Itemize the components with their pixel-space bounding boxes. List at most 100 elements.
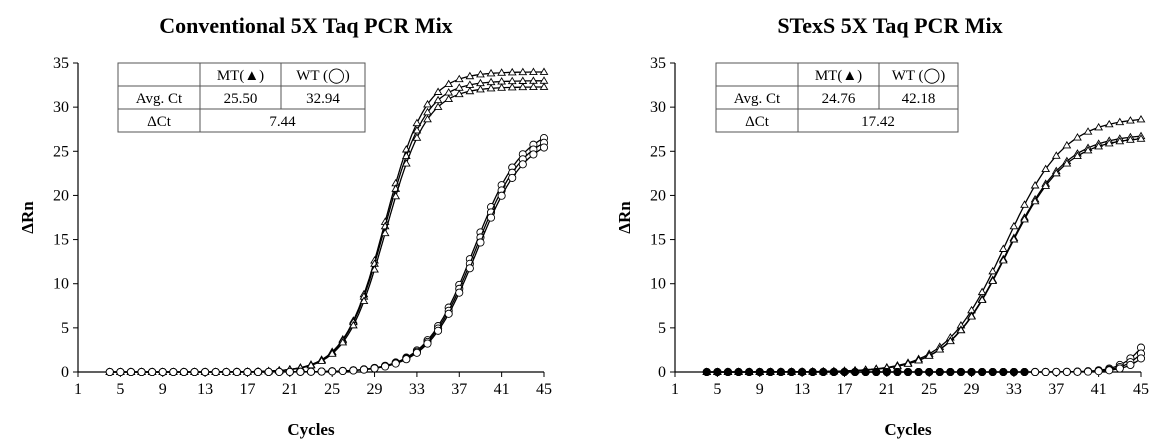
series-line [706, 135, 1142, 373]
table-row-label: Avg. Ct [136, 91, 183, 107]
data-point [338, 337, 348, 346]
data-point [787, 367, 796, 377]
data-point [507, 82, 517, 91]
data-point [1073, 133, 1082, 141]
data-point [1041, 367, 1050, 377]
data-point [1126, 116, 1135, 124]
data-point [998, 244, 1008, 252]
x-tick-label: 13 [794, 381, 810, 398]
data-point [1115, 364, 1124, 373]
data-point [539, 82, 549, 90]
table-cell-mt-ct: 25.50 [224, 91, 258, 107]
chart-conventional: Conventional 5X Taq PCR Mix0510152025303… [18, 13, 552, 439]
data-point [328, 367, 337, 376]
data-point [381, 362, 390, 371]
data-point [1051, 168, 1061, 177]
series-6 [105, 143, 549, 377]
data-point [190, 367, 199, 377]
data-point [1030, 180, 1040, 189]
data-point [412, 125, 422, 134]
data-point [956, 325, 966, 334]
table-cell-delta-ct: 17.42 [861, 114, 895, 130]
x-tick-label: 33 [409, 381, 425, 398]
data-point [956, 367, 966, 377]
data-point [988, 367, 997, 377]
data-point [893, 367, 902, 377]
x-tick-label: 41 [494, 381, 510, 398]
table-cell-wt-ct: 32.94 [306, 91, 340, 107]
data-point [1136, 134, 1146, 142]
data-point [1020, 214, 1029, 223]
data-point [925, 367, 934, 377]
data-point [1041, 164, 1051, 173]
chart-title: Conventional 5X Taq PCR Mix [159, 13, 452, 38]
data-point [507, 67, 517, 76]
data-point [349, 366, 358, 375]
data-point [819, 367, 828, 377]
ct-table: MT(▲) WT (◯) Avg. Ct 24.76 42.18 ΔCt 17.42 [715, 62, 959, 133]
x-tick-label: 17 [239, 381, 255, 398]
data-point [201, 367, 210, 377]
data-point [1009, 234, 1019, 243]
data-point [1126, 360, 1135, 370]
y-tick-label: 25 [53, 143, 69, 160]
data-point [798, 367, 807, 377]
data-point [1051, 151, 1061, 159]
data-point [211, 367, 220, 377]
x-tick-label: 37 [1048, 381, 1064, 398]
series-3 [702, 134, 1146, 375]
table-header-mt: MT(▲) [217, 68, 264, 84]
data-point [105, 367, 114, 377]
data-point [476, 69, 485, 78]
data-point [1104, 119, 1114, 128]
data-point [423, 99, 432, 108]
data-point [840, 367, 849, 377]
series-line [706, 138, 1142, 373]
series-5 [105, 138, 549, 377]
x-tick-label: 29 [367, 381, 383, 398]
series-line [109, 137, 545, 373]
data-point [872, 367, 881, 377]
data-point [1031, 367, 1040, 377]
data-point [1104, 138, 1114, 147]
data-point [454, 89, 464, 98]
y-tick-label: 20 [650, 187, 666, 204]
x-tick-label: 5 [713, 381, 721, 398]
data-point [518, 82, 528, 91]
data-point [1136, 114, 1146, 123]
data-point [977, 295, 987, 303]
data-point [359, 296, 369, 305]
data-point [486, 213, 496, 222]
data-point [903, 359, 913, 367]
data-point [296, 367, 305, 376]
data-point [412, 348, 421, 357]
data-point [755, 367, 764, 377]
data-point [391, 191, 401, 200]
data-point [1073, 151, 1082, 159]
data-point [444, 88, 454, 96]
data-point [1030, 196, 1040, 205]
series-line [109, 146, 545, 373]
data-point [808, 367, 817, 377]
data-point [455, 288, 464, 297]
chart-title: STexS 5X Taq PCR Mix [777, 13, 1002, 38]
x-tick-label: 25 [921, 381, 937, 398]
data-point [999, 367, 1008, 377]
data-point [497, 191, 506, 200]
data-point [518, 67, 528, 76]
ct-table: MT(▲) WT (◯) Avg. Ct 25.50 32.94 ΔCt 7.44 [117, 62, 366, 133]
data-point [539, 143, 549, 152]
y-tick-label: 5 [61, 320, 69, 337]
data-point [1052, 367, 1061, 377]
data-point [486, 83, 496, 92]
series-2 [702, 131, 1146, 375]
data-point [433, 87, 443, 95]
data-point [222, 367, 231, 377]
x-tick-label: 45 [536, 381, 552, 398]
data-point [935, 367, 944, 377]
x-tick-label: 9 [159, 381, 167, 398]
data-point [529, 82, 538, 90]
data-point [977, 287, 987, 296]
